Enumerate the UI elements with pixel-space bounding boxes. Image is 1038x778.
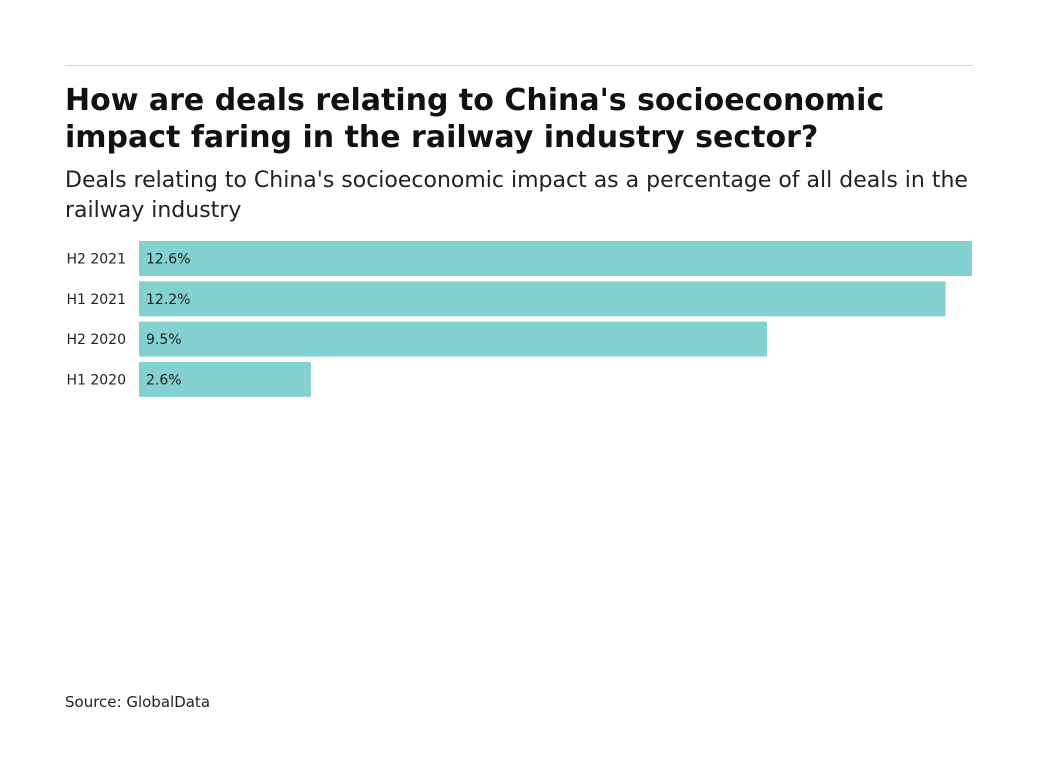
value-label: 12.2%: [146, 292, 190, 308]
top-divider: [65, 65, 973, 66]
source-note: Source: GlobalData: [65, 693, 211, 711]
bar: [139, 241, 972, 276]
bar: [139, 281, 946, 317]
chart-title: How are deals relating to China's socioe…: [65, 83, 885, 155]
chart-subtitle: Deals relating to China's socioeconomic …: [65, 168, 968, 223]
bar-row: H1 2021 12.2%: [66, 281, 946, 317]
bar: [139, 361, 311, 397]
bar-row: H1 2020 2.6%: [66, 361, 311, 397]
category-label: H1 2020: [66, 372, 126, 388]
bar-row: H2 2020 9.5%: [66, 321, 768, 357]
category-label: H1 2021: [66, 292, 126, 308]
category-label: H2 2021: [66, 252, 126, 268]
value-label: 9.5%: [146, 332, 182, 348]
bar: [139, 321, 768, 357]
category-label: H2 2020: [66, 332, 126, 348]
value-label: 12.6%: [146, 252, 190, 268]
bar-row: H2 2021 12.6%: [66, 241, 972, 276]
value-label: 2.6%: [146, 372, 182, 388]
